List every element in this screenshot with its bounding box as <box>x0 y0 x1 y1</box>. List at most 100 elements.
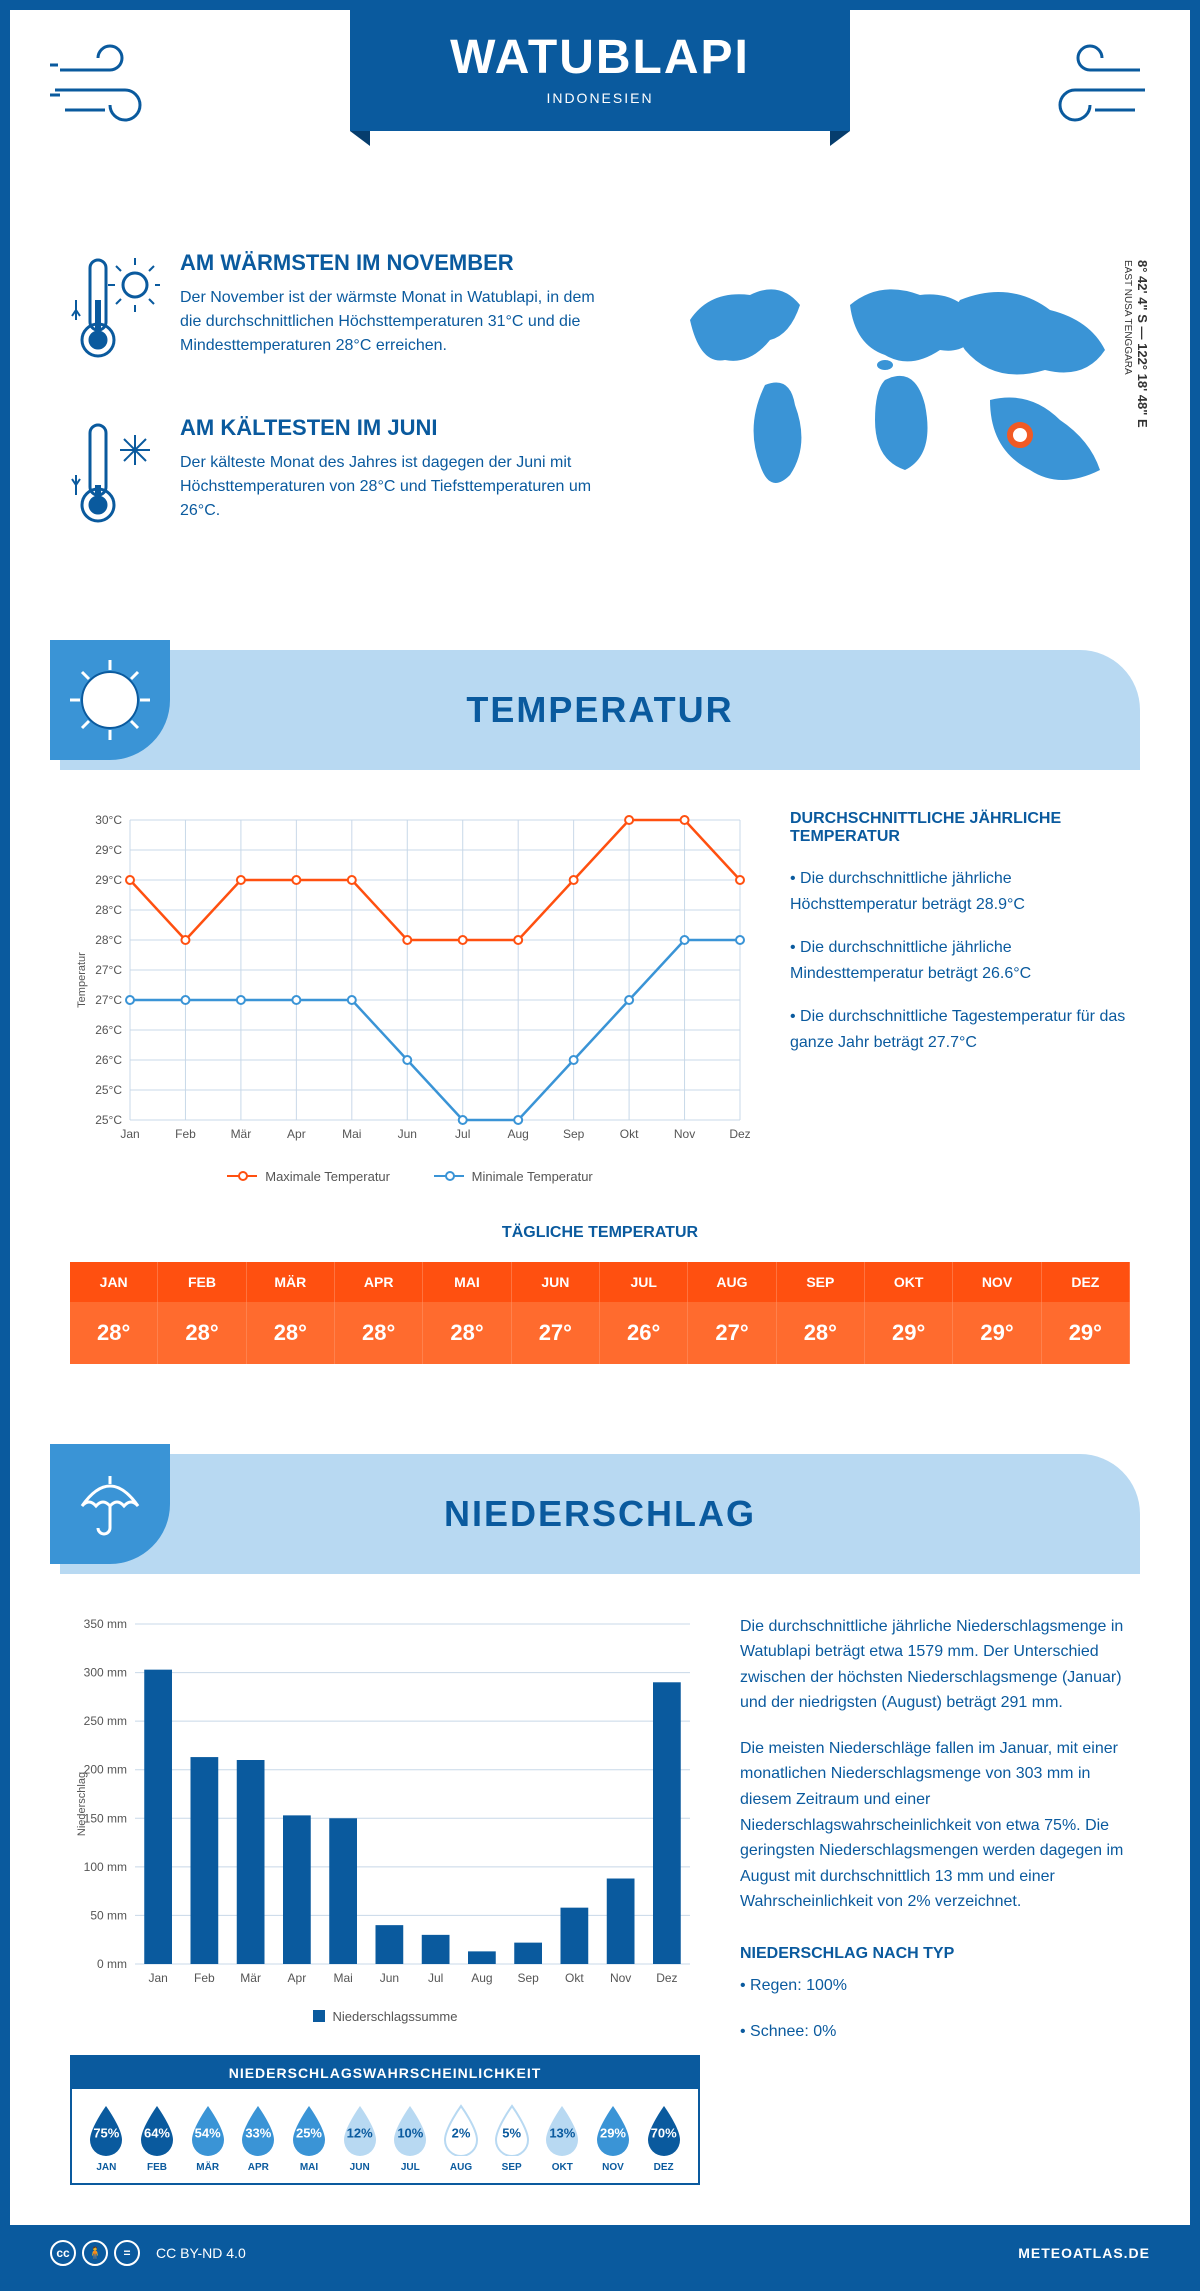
svg-text:Sep: Sep <box>517 1971 539 1985</box>
table-cell: 29° <box>1042 1302 1130 1364</box>
table-cell: 27° <box>688 1302 776 1364</box>
precip-type-heading: NIEDERSCHLAG NACH TYP <box>740 1945 1130 1963</box>
svg-text:28°C: 28°C <box>95 933 122 947</box>
temp-summary-heading: DURCHSCHNITTLICHE JÄHRLICHE TEMPERATUR <box>790 810 1130 846</box>
svg-text:150 mm: 150 mm <box>84 1811 127 1825</box>
title-banner: WATUBLAPI INDONESIEN <box>350 10 850 131</box>
temperature-chart: 25°C25°C26°C26°C27°C27°C28°C28°C29°C29°C… <box>70 810 750 1184</box>
svg-text:Jan: Jan <box>148 1971 167 1985</box>
temp-summary-p1: • Die durchschnittliche jährliche Höchst… <box>790 866 1130 917</box>
footer: cc 🧍 = CC BY-ND 4.0 METEOATLAS.DE <box>10 2225 1190 2281</box>
probability-drop: 10% JUL <box>386 2104 435 2173</box>
table-cell: 29° <box>953 1302 1041 1364</box>
svg-text:27°C: 27°C <box>95 963 122 977</box>
thermometer-snow-icon <box>70 415 160 540</box>
svg-text:Aug: Aug <box>471 1971 492 1985</box>
table-header: FEB <box>158 1262 246 1302</box>
probability-drop: 75% JAN <box>82 2104 131 2173</box>
probability-drop: 13% OKT <box>538 2104 587 2173</box>
svg-text:26°C: 26°C <box>95 1023 122 1037</box>
probability-drop: 12% JUN <box>335 2104 384 2173</box>
table-header: OKT <box>865 1262 953 1302</box>
svg-text:Jun: Jun <box>398 1127 417 1141</box>
svg-text:27°C: 27°C <box>95 993 122 1007</box>
intro-section: AM WÄRMSTEN IM NOVEMBER Der November ist… <box>10 210 1190 620</box>
probability-drop: 33% APR <box>234 2104 283 2173</box>
infographic-page: WATUBLAPI INDONESIEN AM WÄRMSTEN IM NOVE… <box>0 0 1200 2291</box>
location-title: WATUBLAPI <box>450 30 750 85</box>
coordinates: 8° 42' 4" S — 122° 18' 48" E EAST NUSA T… <box>1120 260 1150 428</box>
svg-text:350 mm: 350 mm <box>84 1617 127 1631</box>
table-cell: 28° <box>70 1302 158 1364</box>
precipitation-chart: 0 mm50 mm100 mm150 mm200 mm250 mm300 mm3… <box>70 1614 700 1994</box>
svg-text:Feb: Feb <box>175 1127 196 1141</box>
brand-text: METEOATLAS.DE <box>1018 2245 1150 2261</box>
svg-text:100 mm: 100 mm <box>84 1859 127 1873</box>
table-header: APR <box>335 1262 423 1302</box>
table-header: AUG <box>688 1262 776 1302</box>
table-cell: 28° <box>335 1302 423 1364</box>
svg-text:25°C: 25°C <box>95 1113 122 1127</box>
svg-text:Okt: Okt <box>565 1971 584 1985</box>
umbrella-icon <box>50 1444 170 1564</box>
warmest-body: Der November ist der wärmste Monat in Wa… <box>180 286 610 358</box>
table-cell: 28° <box>423 1302 511 1364</box>
coldest-body: Der kälteste Monat des Jahres ist dagege… <box>180 451 610 523</box>
location-marker <box>1010 425 1030 445</box>
svg-text:250 mm: 250 mm <box>84 1714 127 1728</box>
table-cell: 26° <box>600 1302 688 1364</box>
precipitation-heading: NIEDERSCHLAG <box>444 1493 756 1535</box>
nd-icon: = <box>114 2240 140 2266</box>
table-cell: 28° <box>247 1302 335 1364</box>
probability-drop: 29% NOV <box>589 2104 638 2173</box>
svg-text:Jul: Jul <box>455 1127 470 1141</box>
svg-text:Temperatur: Temperatur <box>76 952 88 1008</box>
table-header: JUL <box>600 1262 688 1302</box>
table-header: MAI <box>423 1262 511 1302</box>
svg-text:Sep: Sep <box>563 1127 585 1141</box>
coldest-fact: AM KÄLTESTEN IM JUNI Der kälteste Monat … <box>70 415 610 540</box>
probability-drop: 64% FEB <box>133 2104 182 2173</box>
world-map <box>650 250 1130 530</box>
precip-type1: • Regen: 100% <box>740 1973 1130 1999</box>
temperature-legend: .leg-line[style*='ff5010']::after{border… <box>70 1165 750 1184</box>
license-text: CC BY-ND 4.0 <box>156 2245 246 2261</box>
svg-text:26°C: 26°C <box>95 1053 122 1067</box>
warmest-fact: AM WÄRMSTEN IM NOVEMBER Der November ist… <box>70 250 610 375</box>
probability-drop: 70% DEZ <box>639 2104 688 2173</box>
svg-text:29°C: 29°C <box>95 873 122 887</box>
daily-temperature-table: TÄGLICHE TEMPERATUR JANFEBMÄRAPRMAIJUNJU… <box>10 1224 1190 1424</box>
daily-temp-heading: TÄGLICHE TEMPERATUR <box>70 1224 1130 1242</box>
precipitation-probability-box: NIEDERSCHLAGSWAHRSCHEINLICHKEIT 75% JAN … <box>70 2055 700 2185</box>
cc-icon: cc <box>50 2240 76 2266</box>
svg-text:29°C: 29°C <box>95 843 122 857</box>
table-cell: 27° <box>512 1302 600 1364</box>
svg-text:0 mm: 0 mm <box>97 1957 127 1971</box>
temp-summary-p3: • Die durchschnittliche Tagestemperatur … <box>790 1004 1130 1055</box>
svg-text:Mai: Mai <box>333 1971 352 1985</box>
svg-text:28°C: 28°C <box>95 903 122 917</box>
header: WATUBLAPI INDONESIEN <box>10 10 1190 210</box>
table-cell: 29° <box>865 1302 953 1364</box>
warmest-title: AM WÄRMSTEN IM NOVEMBER <box>180 250 610 276</box>
location-subtitle: INDONESIEN <box>450 90 750 106</box>
svg-text:200 mm: 200 mm <box>84 1762 127 1776</box>
table-cell: 28° <box>158 1302 246 1364</box>
temperature-heading: TEMPERATUR <box>466 689 733 731</box>
precipitation-legend: Niederschlagssumme <box>70 2009 700 2026</box>
precip-type2: • Schnee: 0% <box>740 2019 1130 2045</box>
table-header: JAN <box>70 1262 158 1302</box>
coldest-title: AM KÄLTESTEN IM JUNI <box>180 415 610 441</box>
svg-text:50 mm: 50 mm <box>90 1908 127 1922</box>
svg-text:Nov: Nov <box>674 1127 695 1141</box>
svg-text:Aug: Aug <box>508 1127 529 1141</box>
svg-text:Apr: Apr <box>288 1971 307 1985</box>
svg-text:Dez: Dez <box>729 1127 750 1141</box>
prob-title: NIEDERSCHLAGSWAHRSCHEINLICHKEIT <box>72 2057 698 2089</box>
svg-text:Niederschlag: Niederschlag <box>76 1771 88 1835</box>
precip-p2: Die meisten Niederschläge fallen im Janu… <box>740 1736 1130 1915</box>
svg-text:Feb: Feb <box>194 1971 215 1985</box>
table-cell: 28° <box>777 1302 865 1364</box>
temperature-section-header: TEMPERATUR <box>60 650 1140 770</box>
thermometer-sun-icon <box>70 250 160 375</box>
